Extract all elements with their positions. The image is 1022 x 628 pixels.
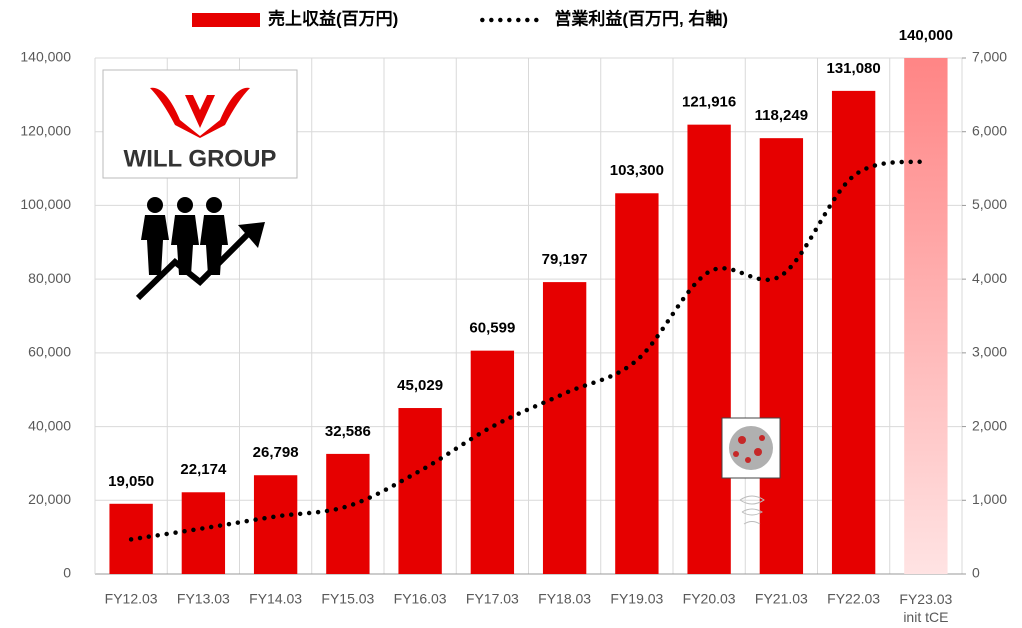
data-label: 60,599 [469,320,515,337]
people-icon [135,197,265,301]
bar [687,124,731,574]
line [128,158,929,542]
data-label: 26,798 [253,444,299,461]
y-tick-label: 20,000 [28,491,71,507]
x-tick-label: FY14.03 [249,591,302,607]
data-label: 121,916 [682,94,736,111]
y2-tick-label: 5,000 [972,196,1007,212]
y2-tick-label: 0 [972,565,980,581]
x-tick-label: FY12.03 [105,591,158,607]
bar [615,193,659,574]
x-tick-label: FY18.03 [538,591,591,607]
logo-text: WILL GROUP [124,145,277,172]
data-label: 19,050 [108,473,154,490]
virus-icon [721,417,781,525]
x-tick-label: FY19.03 [610,591,663,607]
data-label: 131,080 [827,60,881,77]
legend-label: 営業利益(百万円, 右軸) [554,8,728,28]
y-tick-label: 140,000 [20,49,71,65]
y2-tick-label: 3,000 [972,344,1007,360]
legend-swatch [192,13,260,27]
y2-tick-label: 1,000 [972,491,1007,507]
bar [904,58,948,574]
y2-tick-label: 4,000 [972,270,1007,286]
x-tick-label: FY21.03 [755,591,808,607]
y-tick-label: 0 [63,565,71,581]
data-label: 79,197 [542,251,588,268]
bar [759,138,804,574]
y-tick-label: 80,000 [28,270,71,286]
y2-tick-label: 7,000 [972,49,1007,65]
data-label: 32,586 [325,423,371,440]
data-label: 45,029 [397,377,443,394]
bar [181,492,226,574]
logo: WILL GROUP [102,69,298,179]
legend-label: 売上収益(百万円) [268,8,398,28]
data-label: 22,174 [180,461,227,478]
y-tick-label: 60,000 [28,344,71,360]
x-tick-label: FY17.03 [466,591,519,607]
y-tick-label: 100,000 [20,196,71,212]
bar [470,350,515,574]
bar [398,408,442,574]
y2-tick-label: 2,000 [972,417,1007,433]
data-label: 103,300 [610,162,664,179]
y-tick-label: 120,000 [20,122,71,138]
bar [326,453,370,574]
x-tick-label: FY16.03 [394,591,447,607]
data-label: 140,000 [899,27,953,44]
x-tick-label: FY22.03 [827,591,880,607]
x-tick-label: FY20.03 [683,591,736,607]
y-tick-label: 40,000 [28,417,71,433]
bar [253,475,298,574]
y2-tick-label: 6,000 [972,122,1007,138]
bar [542,282,587,574]
bar [831,90,876,574]
x-tick-label: FY15.03 [321,591,374,607]
x-tick-label: FY23.03 init tCE [899,591,952,625]
x-tick-label: FY13.03 [177,591,230,607]
data-label: 118,249 [755,107,808,124]
